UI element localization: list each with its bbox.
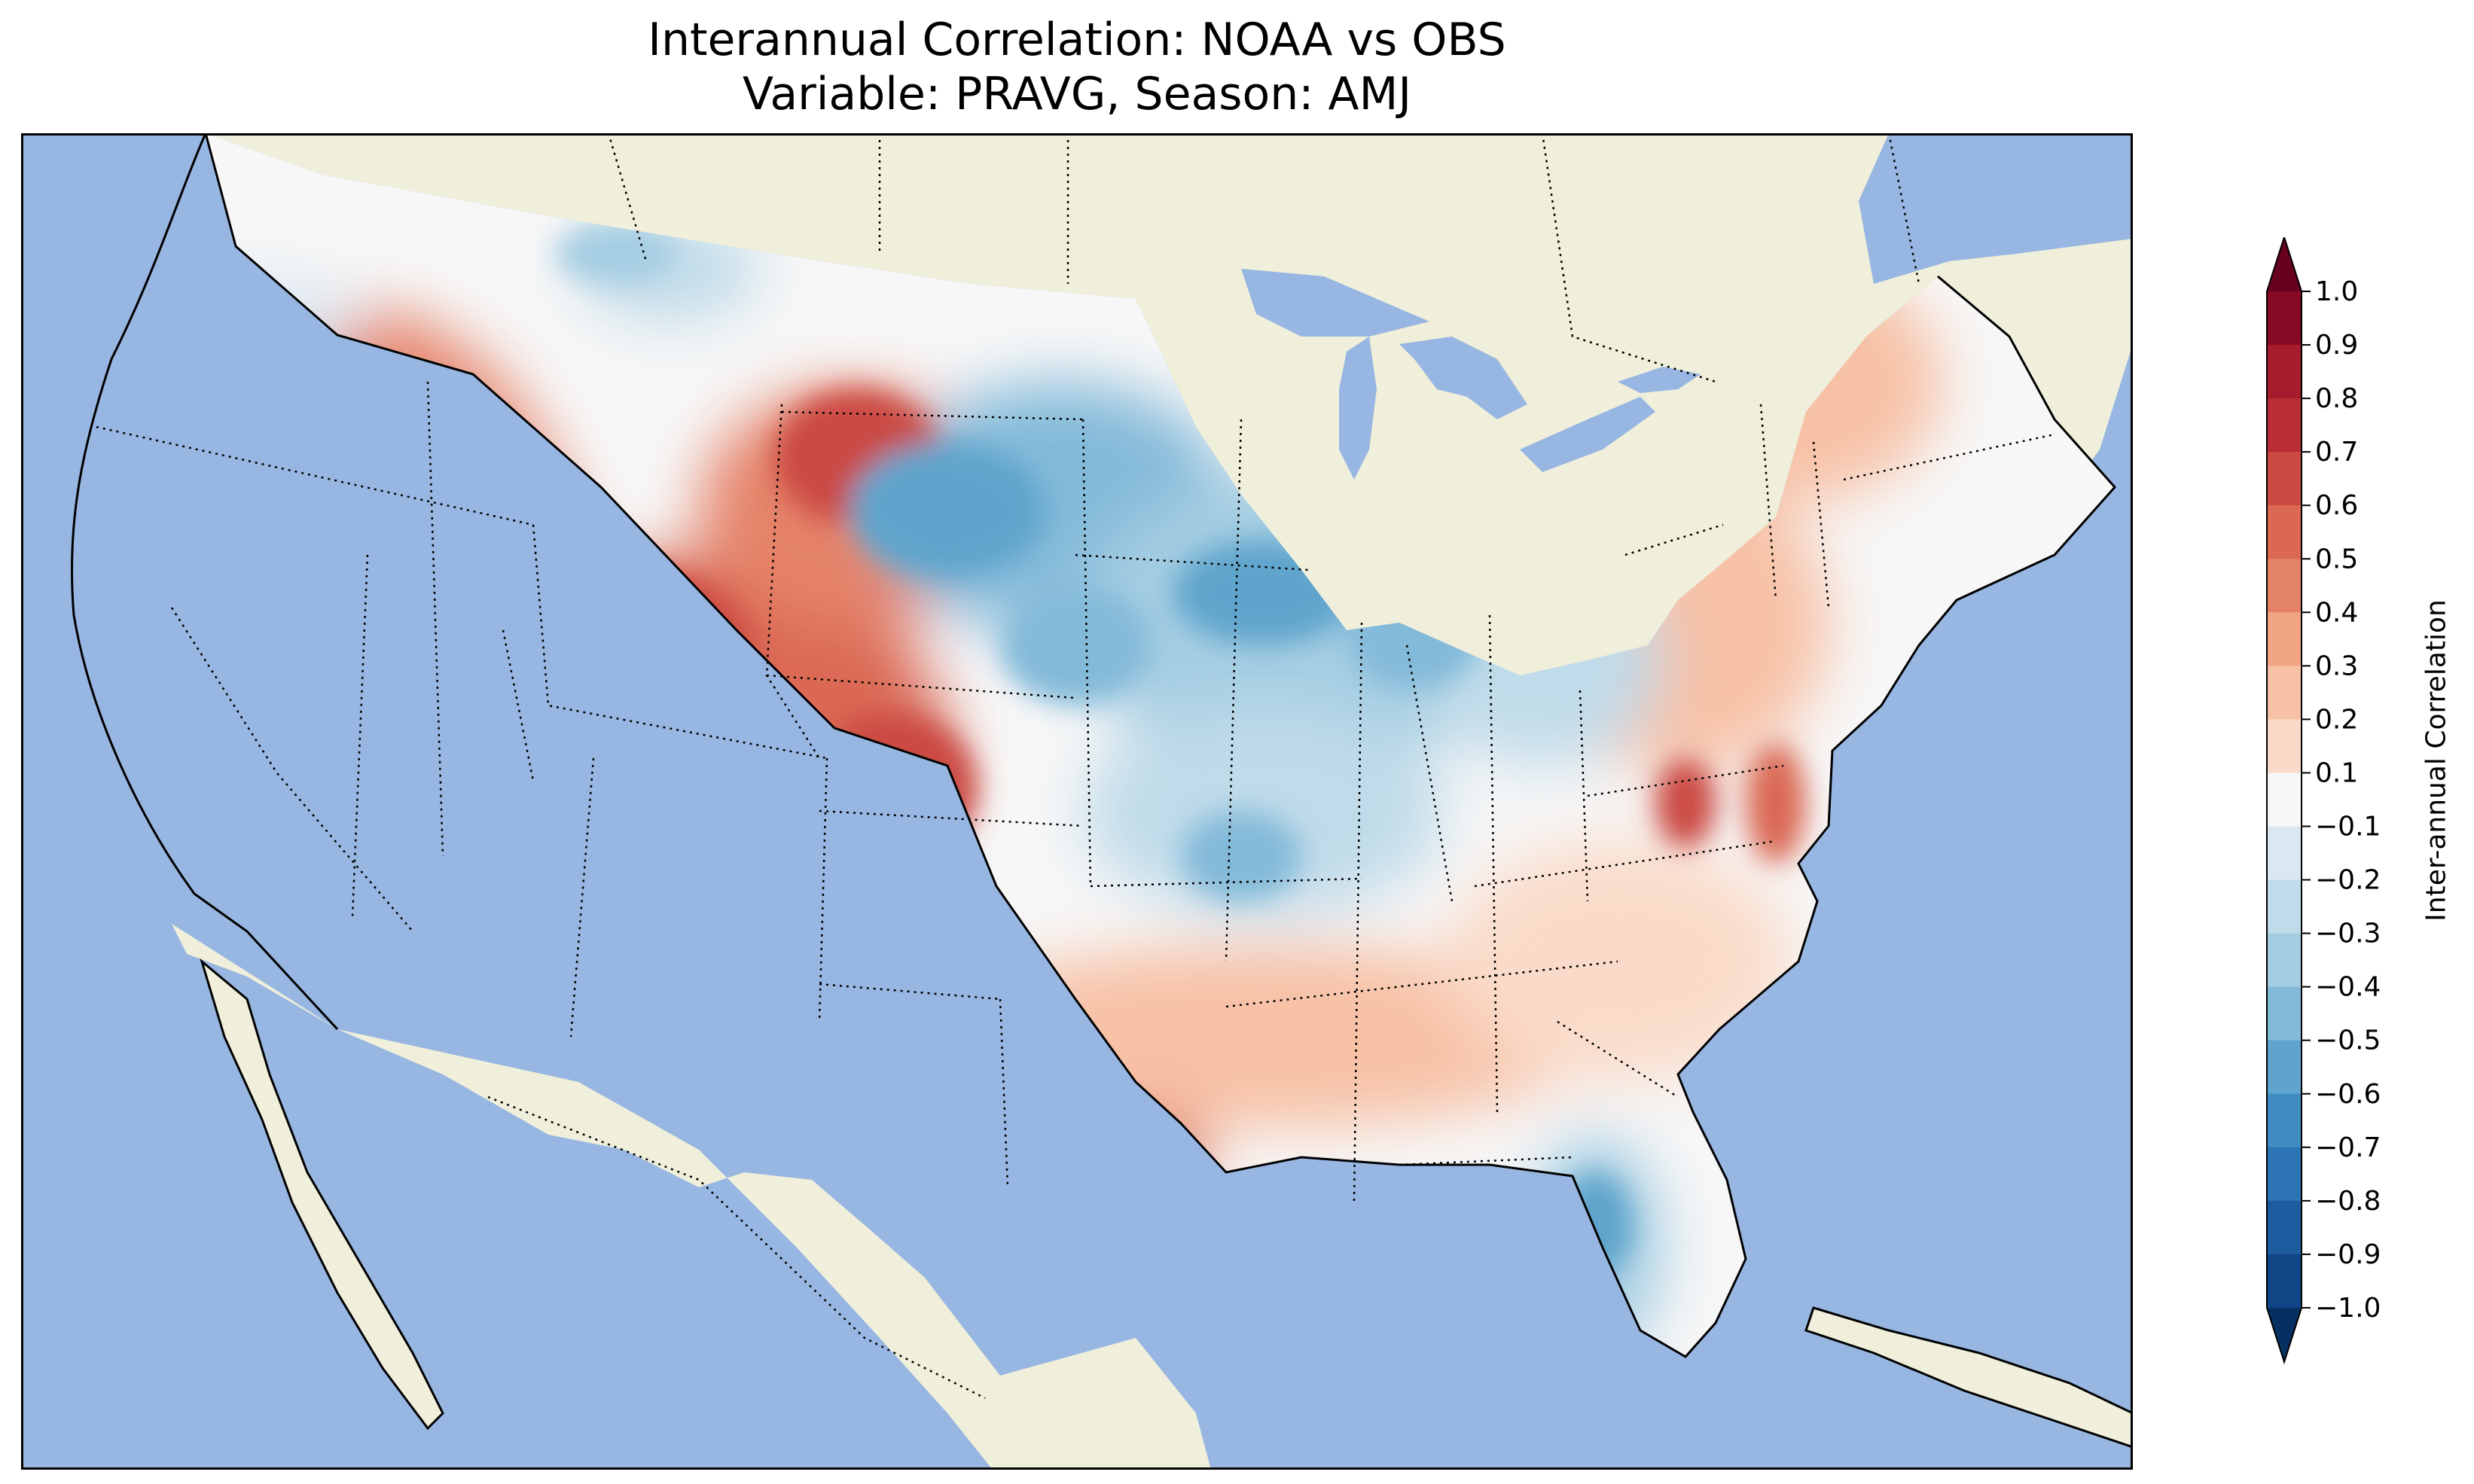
state-borders <box>96 381 2055 1203</box>
colorbar-band <box>2267 826 2302 881</box>
cuba-island <box>1804 1306 2133 1449</box>
colorbar-tick-label: −0.9 <box>2315 1239 2381 1270</box>
colorbar-band <box>2267 1040 2302 1095</box>
colorbar-extend-max <box>2267 237 2302 291</box>
colorbar-tick-label: −0.5 <box>2315 1025 2381 1056</box>
colorbar-band <box>2267 879 2302 934</box>
colorbar-tick-label: 0.2 <box>2315 704 2358 735</box>
great-lakes <box>1241 269 1701 480</box>
colorbar-tick-label: 0.4 <box>2315 597 2358 628</box>
colorbar-band <box>2267 398 2302 453</box>
colorbar-band <box>2267 986 2302 1041</box>
map-frame <box>21 133 2133 1470</box>
international-borders <box>487 133 1920 1400</box>
colorbar-band <box>2267 719 2302 773</box>
colorbar-tick-label: 1.0 <box>2315 276 2358 307</box>
colorbar-tick-label: 0.3 <box>2315 651 2358 681</box>
colorbar-tick-label: 0.5 <box>2315 544 2358 574</box>
colorbar-band <box>2267 291 2302 346</box>
colorbar-tick-label: −0.1 <box>2315 812 2381 843</box>
usa-coastline <box>204 133 2117 1358</box>
colorbar-band <box>2267 345 2302 399</box>
colorbar-label: Inter-annual Correlation <box>2421 599 2452 922</box>
correlation-map <box>21 133 2133 1470</box>
colorbar-tick-label: 0.7 <box>2315 437 2358 468</box>
canada-landmass <box>172 133 2133 675</box>
colorbar-band <box>2267 1254 2302 1309</box>
mexico-landmass <box>172 924 1211 1470</box>
colorbar-tick-label: −0.2 <box>2315 865 2381 896</box>
colorbar-tick-label: 0.1 <box>2315 757 2358 788</box>
colorbar-tick-label: 0.8 <box>2315 383 2358 414</box>
colorbar-band <box>2267 666 2302 720</box>
colorbar-tick-label: −0.7 <box>2315 1132 2381 1163</box>
baja-california <box>200 958 444 1431</box>
colorbar-band <box>2267 452 2302 506</box>
colorbar-tick-label: −0.3 <box>2315 919 2381 949</box>
colorbar-band <box>2267 505 2302 559</box>
colorbar-band <box>2267 559 2302 613</box>
colorbar-tick-label: −0.4 <box>2315 972 2381 1003</box>
colorbar-tick-label: −1.0 <box>2315 1293 2381 1324</box>
colorbar-band <box>2267 1093 2302 1148</box>
colorbar-band <box>2267 612 2302 666</box>
west-coast <box>70 133 339 1031</box>
colorbar-tick-label: −0.6 <box>2315 1079 2381 1110</box>
colorbar: 1.0 0.9 0.8 0.7 0.6 0.5 0.4 0.3 0.2 0.1 −0.1 −0.2 −0… <box>2266 237 2381 1365</box>
colorbar-band <box>2267 1147 2302 1202</box>
colorbar-band <box>2267 772 2302 827</box>
chart-title-line1: Interannual Correlation: NOAA vs OBS <box>648 14 1506 66</box>
colorbar-tick-label: 0.9 <box>2315 330 2358 361</box>
colorbar-band <box>2267 1200 2302 1255</box>
colorbar-band <box>2267 933 2302 988</box>
colorbar-tick-label: 0.6 <box>2315 490 2358 521</box>
colorbar-extend-min <box>2267 1307 2302 1362</box>
chart-title-line2: Variable: PRAVG, Season: AMJ <box>742 68 1412 120</box>
colorbar-tick-label: −0.8 <box>2315 1186 2381 1217</box>
